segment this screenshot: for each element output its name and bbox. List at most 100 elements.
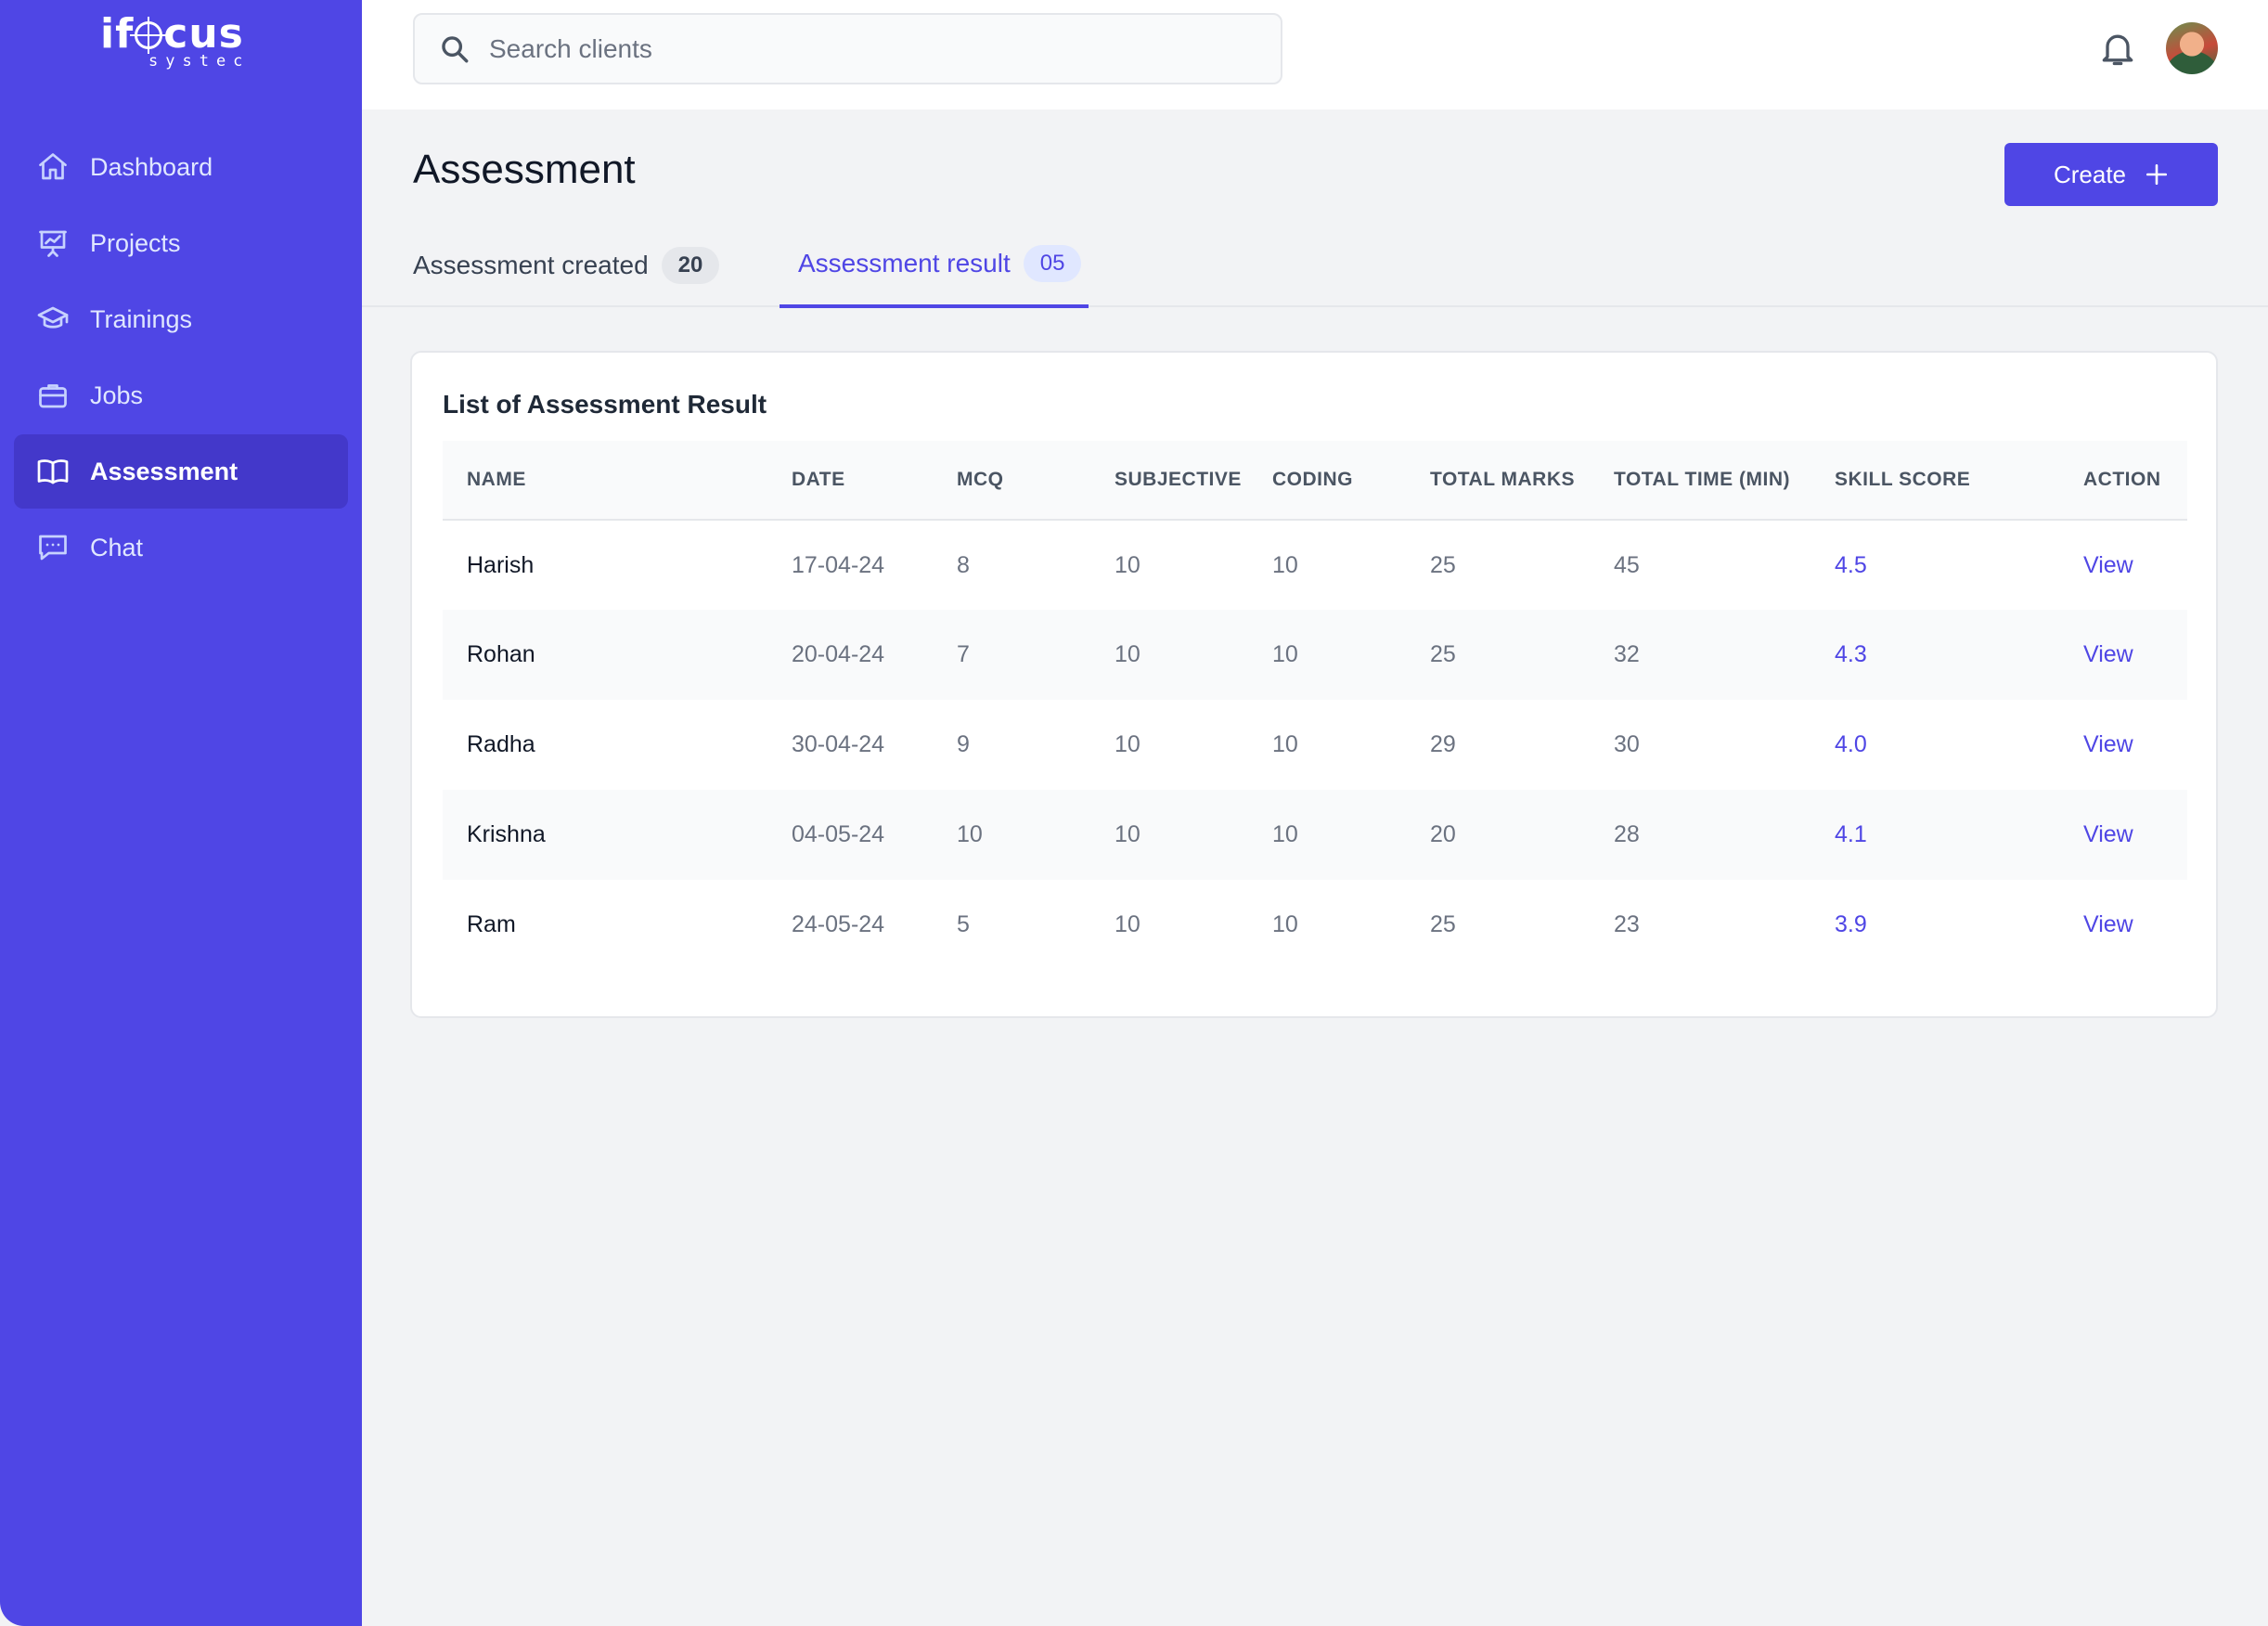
cell-action: View [2059, 520, 2187, 610]
cell-total-marks: 25 [1430, 641, 1456, 667]
tab-label: Assessment result [798, 249, 1011, 277]
column-header[interactable]: DATE [792, 469, 845, 490]
top-bar [362, 0, 2268, 110]
cell-action: View [2059, 610, 2187, 700]
column-header[interactable]: NAME [467, 469, 526, 490]
cell-name: Harish [467, 551, 535, 578]
table-row: Rohan 20-04-24 7 10 10 25 32 4.3 View [443, 610, 2187, 700]
logo-subtitle: systec [148, 52, 251, 71]
cell-total-marks: 25 [1430, 551, 1456, 578]
cell-skill-score: 3.9 [1835, 911, 1867, 937]
view-link[interactable]: View [2083, 821, 2133, 847]
table-row: Radha 30-04-24 9 10 10 29 30 4.0 View [443, 700, 2187, 790]
avatar[interactable] [2166, 22, 2218, 74]
cell-subjective: 10 [1115, 551, 1140, 578]
cell-date: 17-04-24 [792, 551, 885, 578]
count-badge: 05 [1023, 245, 1082, 282]
view-link[interactable]: View [2083, 551, 2133, 578]
cell-coding: 10 [1272, 641, 1298, 667]
column-header[interactable]: MCQ [957, 469, 1004, 490]
sidebar-item-label: Dashboard [90, 152, 213, 181]
bell-icon[interactable] [2097, 28, 2138, 69]
cell-mcq: 7 [957, 641, 970, 667]
sidebar-nav: Dashboard Projects Trainings Jobs Assess… [14, 130, 348, 587]
sidebar-item-trainings[interactable]: Trainings [14, 282, 348, 356]
search-input[interactable] [489, 33, 1250, 64]
column-header[interactable]: TOTAL TIME (MIN) [1614, 469, 1790, 490]
cell-skill-score: 4.5 [1835, 551, 1867, 578]
sidebar-item-label: Jobs [90, 381, 144, 409]
presentation-chart-icon [36, 226, 70, 260]
cell-total-marks: 25 [1430, 911, 1456, 937]
search-icon [442, 35, 469, 62]
cell-action: View [2059, 880, 2187, 970]
cell-total-marks: 20 [1430, 821, 1456, 847]
cell-date: 20-04-24 [792, 641, 885, 667]
cell-date: 24-05-24 [792, 911, 885, 937]
crosshair-icon [130, 17, 168, 54]
logo-wordmark: if cus [100, 10, 244, 58]
assessment-result-table: NAME DATE MCQ SUBJECTIVE CODING TOTAL MA… [443, 441, 2187, 970]
view-link[interactable]: View [2083, 731, 2133, 757]
cell-coding: 10 [1272, 551, 1298, 578]
cell-total-time: 45 [1614, 551, 1640, 578]
sidebar: if cus systec Dashboard Projects Training… [0, 0, 362, 1626]
table-row: Ram 24-05-24 5 10 10 25 23 3.9 View [443, 880, 2187, 970]
cell-skill-score: 4.3 [1835, 641, 1867, 667]
home-icon [36, 150, 70, 184]
column-header[interactable]: SKILL SCORE [1835, 469, 1971, 490]
cell-action: View [2059, 700, 2187, 790]
cell-mcq: 9 [957, 731, 970, 757]
cell-coding: 10 [1272, 911, 1298, 937]
plus-icon [2146, 163, 2168, 186]
view-link[interactable]: View [2083, 911, 2133, 937]
cell-coding: 10 [1272, 731, 1298, 757]
create-button[interactable]: Create [2004, 143, 2218, 206]
cell-skill-score: 4.1 [1835, 821, 1867, 847]
sidebar-item-projects[interactable]: Projects [14, 206, 348, 280]
cell-mcq: 8 [957, 551, 970, 578]
sidebar-item-label: Trainings [90, 304, 193, 333]
table-row: Krishna 04-05-24 10 10 10 20 28 4.1 View [443, 790, 2187, 880]
sidebar-item-assessment[interactable]: Assessment [14, 434, 348, 509]
sidebar-item-chat[interactable]: Chat [14, 510, 348, 585]
view-link[interactable]: View [2083, 641, 2133, 667]
cell-mcq: 10 [957, 821, 983, 847]
sidebar-item-label: Projects [90, 228, 181, 257]
cell-name: Radha [467, 731, 535, 757]
column-header: ACTION [2083, 469, 2161, 490]
cell-name: Krishna [467, 821, 546, 847]
assessment-result-card: List of Assessment Result NAME DATE MCQ … [410, 351, 2218, 1018]
table-header-row: NAME DATE MCQ SUBJECTIVE CODING TOTAL MA… [443, 441, 2187, 520]
sidebar-item-jobs[interactable]: Jobs [14, 358, 348, 432]
cell-subjective: 10 [1115, 911, 1140, 937]
sidebar-item-label: Chat [90, 533, 144, 561]
card-title: List of Assessment Result [443, 390, 767, 419]
sidebar-item-label: Assessment [90, 457, 238, 485]
cell-subjective: 10 [1115, 821, 1140, 847]
cell-name: Rohan [467, 641, 535, 667]
tab-bar: Assessment created 20 Assessment result … [362, 223, 2268, 308]
search-box[interactable] [413, 13, 1282, 84]
tab-assessment-created[interactable]: Assessment created 20 [413, 223, 720, 307]
graduation-cap-icon [36, 303, 70, 336]
cell-total-time: 30 [1614, 731, 1640, 757]
cell-date: 04-05-24 [792, 821, 885, 847]
cell-subjective: 10 [1115, 731, 1140, 757]
briefcase-icon [36, 379, 70, 412]
cell-subjective: 10 [1115, 641, 1140, 667]
cell-mcq: 5 [957, 911, 970, 937]
cell-action: View [2059, 790, 2187, 880]
cell-coding: 10 [1272, 821, 1298, 847]
column-header[interactable]: SUBJECTIVE [1115, 469, 1242, 490]
sidebar-item-dashboard[interactable]: Dashboard [14, 130, 348, 204]
tab-label: Assessment created [413, 250, 649, 279]
column-header[interactable]: TOTAL MARKS [1430, 469, 1575, 490]
cell-total-time: 28 [1614, 821, 1640, 847]
brand-logo[interactable]: if cus systec [100, 13, 249, 71]
column-header[interactable]: CODING [1272, 469, 1353, 490]
page-title: Assessment [413, 147, 636, 192]
cell-date: 30-04-24 [792, 731, 885, 757]
tab-assessment-result[interactable]: Assessment result 05 [780, 223, 1089, 308]
open-book-icon [36, 455, 70, 488]
